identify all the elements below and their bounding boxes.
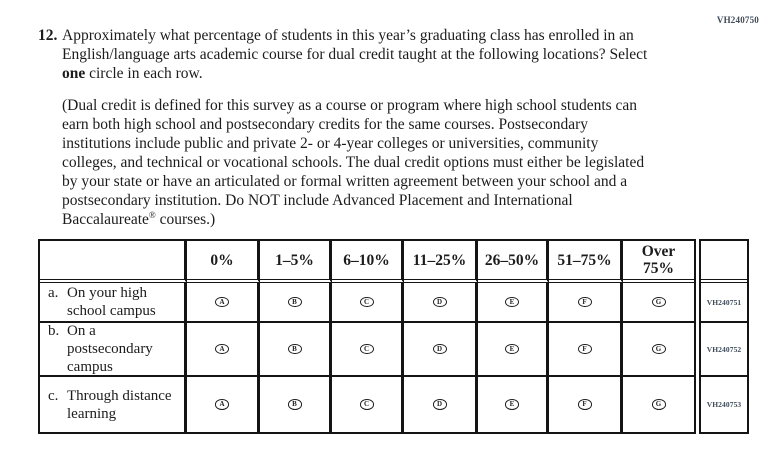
column-header-1-5pct: 1–5% [260, 241, 332, 283]
column-header-11-25pct: 11–25% [404, 241, 478, 283]
column-header-51-75pct: 51–75% [549, 241, 623, 283]
option-circle-c-0pct[interactable]: A [215, 399, 229, 410]
cell-a-51-75pct: F [549, 283, 623, 323]
cell-a-over-75pct: G [623, 283, 694, 323]
definition-text: (Dual credit is defined for this survey … [62, 97, 645, 228]
option-circle-c-6-10pct[interactable]: C [359, 399, 374, 410]
cell-c-11-25pct: D [404, 377, 478, 432]
option-circle-a-11-25pct[interactable]: D [432, 296, 447, 308]
cell-b-over-75pct: G [623, 323, 694, 377]
cell-b-51-75pct: F [549, 323, 623, 377]
cell-b-0pct: A [187, 323, 260, 377]
option-circle-b-0pct[interactable]: A [215, 343, 229, 355]
row-code-a: VH240751 [701, 283, 747, 323]
cell-a-26-50pct: E [478, 283, 549, 323]
row-prefix: a. [48, 285, 59, 301]
option-circle-b-26-50pct[interactable]: E [505, 343, 519, 355]
question-text-bold-one: one [62, 65, 86, 82]
cell-c-1-5pct: B [260, 377, 332, 432]
cell-c-26-50pct: E [478, 377, 549, 432]
response-matrix: 0% 1–5% 6–10% 11–25% 26–50% 51–75% Over … [38, 239, 768, 434]
cell-c-51-75pct: F [549, 377, 623, 432]
option-circle-a-0pct[interactable]: A [215, 296, 229, 308]
cell-a-0pct: A [187, 283, 260, 323]
row-prefix: b. [48, 323, 60, 339]
definition-text-end: courses.) [155, 211, 216, 228]
code-column-header-cell [701, 241, 747, 283]
cell-b-26-50pct: E [478, 323, 549, 377]
cell-a-11-25pct: D [404, 283, 478, 323]
option-circle-a-6-10pct[interactable]: C [359, 296, 374, 308]
option-circle-b-1-5pct[interactable]: B [287, 343, 302, 355]
cell-c-6-10pct: C [332, 377, 404, 432]
cell-a-1-5pct: B [260, 283, 332, 323]
option-circle-b-6-10pct[interactable]: C [359, 343, 374, 355]
corner-header-cell [40, 241, 187, 283]
question-accession-code: VH240750 [716, 15, 759, 25]
option-circle-b-11-25pct[interactable]: D [432, 343, 447, 355]
row-label-postsecondary-campus: b. On a postsecondary campus [40, 323, 187, 377]
row-label-text: On a postsecondary campus [67, 323, 153, 375]
row-label-text: On your high school campus [67, 285, 156, 319]
question-text: Approximately what percentage of student… [62, 26, 663, 83]
row-label-distance-learning: c. Through distance learning [40, 377, 187, 432]
column-header-0pct: 0% [187, 241, 260, 283]
row-label-text: Through distance learning [67, 387, 172, 422]
row-code-c: VH240753 [701, 377, 747, 432]
option-circle-a-1-5pct[interactable]: B [287, 296, 302, 308]
column-header-26-50pct: 26–50% [478, 241, 549, 283]
question-text-end: circle in each row. [85, 65, 203, 82]
option-circle-a-26-50pct[interactable]: E [505, 296, 519, 308]
row-code-b: VH240752 [701, 323, 747, 377]
dual-credit-definition: (Dual credit is defined for this survey … [62, 96, 654, 229]
option-circle-c-11-25pct[interactable]: D [432, 399, 447, 410]
row-label-high-school-campus: a. On your high school campus [40, 283, 187, 323]
option-circle-b-51-75pct[interactable]: F [577, 343, 592, 355]
question-text-start: Approximately what percentage of student… [62, 27, 648, 63]
item-code-column: VH240751 VH240752 VH240753 [699, 239, 749, 434]
question-intro: 12. Approximately what percentage of stu… [38, 26, 668, 83]
option-circle-c-51-75pct[interactable]: F [577, 399, 592, 410]
cell-c-0pct: A [187, 377, 260, 432]
option-circle-a-over-75pct[interactable]: G [651, 296, 666, 308]
survey-page: 12. Approximately what percentage of stu… [38, 26, 768, 434]
row-prefix: c. [48, 387, 59, 404]
cell-b-11-25pct: D [404, 323, 478, 377]
column-header-6-10pct: 6–10% [332, 241, 404, 283]
option-circle-b-over-75pct[interactable]: G [651, 343, 666, 355]
option-circle-c-over-75pct[interactable]: G [651, 399, 666, 410]
registered-trademark-symbol: ® [148, 209, 156, 220]
option-circle-c-26-50pct[interactable]: E [505, 399, 519, 410]
column-header-over-75pct: Over 75% [623, 241, 694, 283]
cell-b-6-10pct: C [332, 323, 404, 377]
cell-a-6-10pct: C [332, 283, 404, 323]
cell-c-over-75pct: G [623, 377, 694, 432]
cell-b-1-5pct: B [260, 323, 332, 377]
option-circle-c-1-5pct[interactable]: B [287, 399, 302, 410]
option-circle-a-51-75pct[interactable]: F [577, 296, 592, 308]
response-table: 0% 1–5% 6–10% 11–25% 26–50% 51–75% Over … [38, 239, 696, 434]
question-number: 12. [38, 27, 58, 44]
